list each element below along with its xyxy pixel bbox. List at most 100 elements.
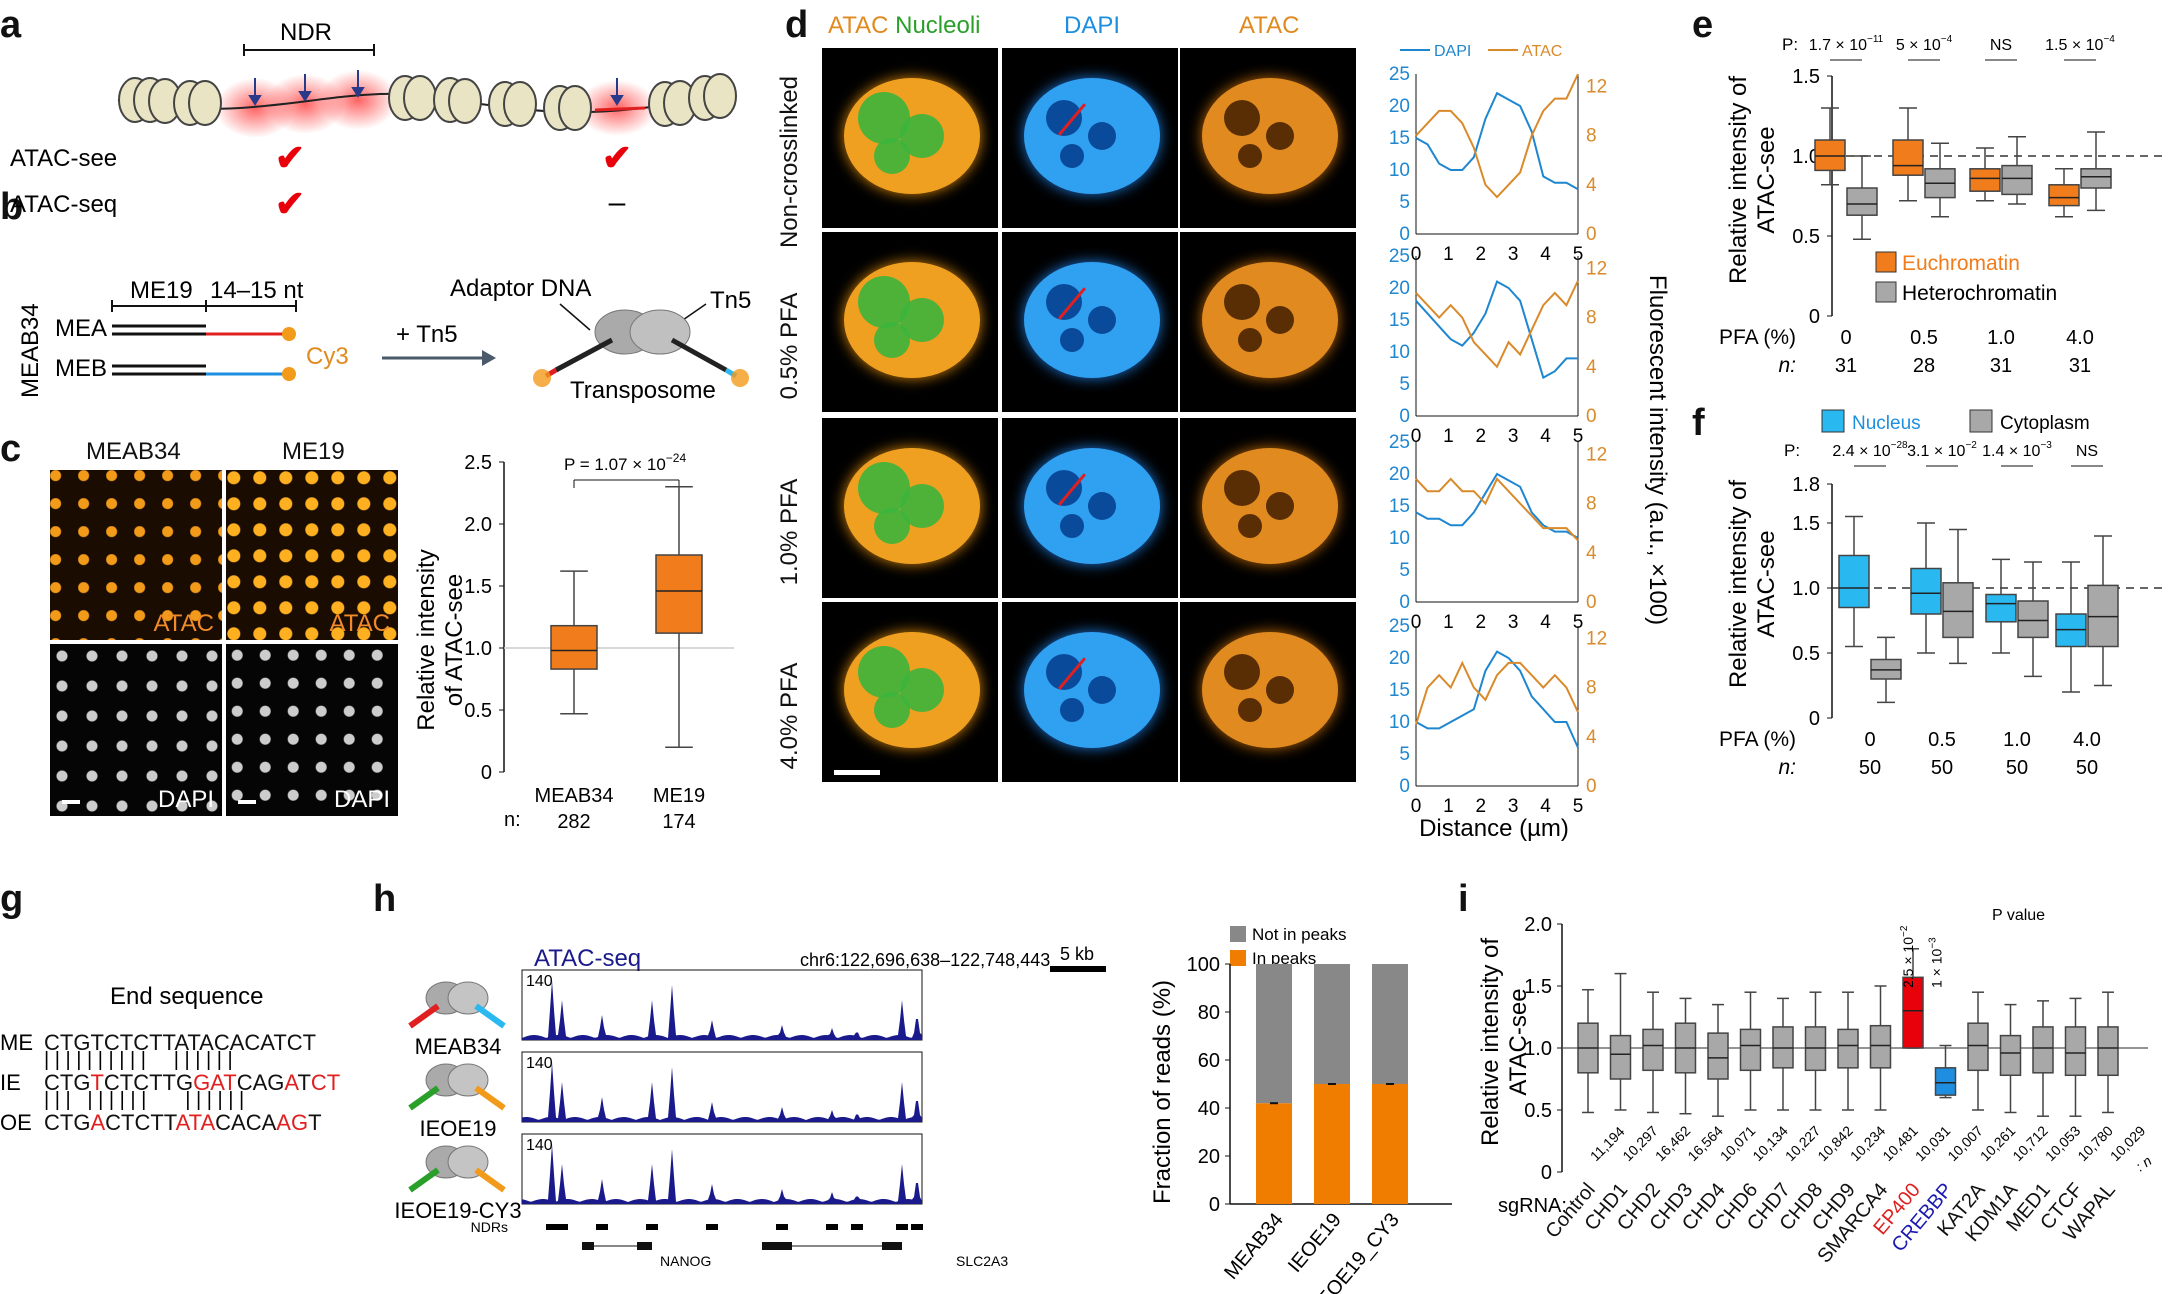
i-box-chd7 bbox=[1772, 997, 1794, 1111]
ndr-label: NDR bbox=[280, 19, 332, 46]
d-atac-series bbox=[1415, 73, 1579, 199]
panel-label-a: a bbox=[0, 4, 22, 46]
d-x-tick: 1 bbox=[1443, 612, 1454, 633]
f-p-prefix: P: bbox=[1784, 441, 1800, 460]
g-sequence: CTGTCTCTTATACACATCT bbox=[44, 1030, 316, 1055]
h-track-signal bbox=[522, 980, 922, 1040]
i-ytick-label: 0 bbox=[1541, 1162, 1552, 1184]
g-bars-2: | | | | | | | | | | | | | | | bbox=[44, 1089, 244, 1111]
e-box-heterochromatin bbox=[1846, 155, 1878, 240]
panel-label-c: c bbox=[0, 428, 22, 470]
f-box-nucleus bbox=[1910, 522, 1942, 654]
c-ytick-label: 0 bbox=[481, 762, 492, 784]
d-left-tick: 5 bbox=[1399, 374, 1410, 395]
d-xlabel: Distance (µm) bbox=[1419, 815, 1569, 842]
e-box-euchromatin bbox=[2048, 168, 2080, 218]
h-bar-ytick-label: 80 bbox=[1198, 1002, 1220, 1024]
h-bar-category: IEOE19 bbox=[1284, 1209, 1346, 1277]
c-xtick-label: MEAB34 bbox=[535, 785, 614, 807]
d-left-tick: 10 bbox=[1389, 342, 1410, 363]
h-transposome-icon bbox=[408, 981, 506, 1029]
e-xtick-label: 1.0 bbox=[1987, 327, 2015, 349]
d-left-tick: 0 bbox=[1399, 224, 1410, 245]
h-exon bbox=[637, 1242, 652, 1250]
e-xtick-label: 0.5 bbox=[1910, 327, 1938, 349]
i-n-value: 10,071 bbox=[1717, 1122, 1759, 1164]
e-legend: Euchromatin Heterochromatin bbox=[1875, 251, 2057, 305]
d-x-tick: 4 bbox=[1540, 612, 1551, 633]
h-bar-not-in-peaks bbox=[1314, 964, 1350, 1084]
d-left-tick: 10 bbox=[1389, 528, 1410, 549]
i-n-value: 10,842 bbox=[1814, 1122, 1856, 1164]
h-ndr-mark bbox=[546, 1224, 558, 1230]
e-pvalue: NS bbox=[1990, 37, 2012, 54]
legend-heterochromatin: Heterochromatin bbox=[1902, 282, 2057, 305]
d-left-tick: 0 bbox=[1399, 776, 1410, 797]
c-ylabel-2: of ATAC-see bbox=[441, 574, 468, 707]
c-box-me19 bbox=[655, 486, 703, 748]
d-x-tick: 0 bbox=[1411, 796, 1422, 817]
d-right-tick: 0 bbox=[1586, 776, 1597, 797]
d-left-tick: 5 bbox=[1399, 560, 1410, 581]
f-n-value: 50 bbox=[1931, 757, 1953, 779]
i-n-value: 11,194 bbox=[1587, 1123, 1628, 1164]
d-right-tick: 0 bbox=[1586, 592, 1597, 613]
d-ylabel-right: Fluorescent intensity (a.u., ×100) bbox=[1644, 275, 1670, 625]
d-right-tick: 12 bbox=[1586, 444, 1607, 465]
e-box-euchromatin bbox=[1892, 107, 1924, 202]
nucleosomes bbox=[118, 73, 737, 131]
i-pvalue-label: P value bbox=[1992, 907, 2045, 924]
d-right-tick: 0 bbox=[1586, 224, 1597, 245]
h-bar-not-in-peaks bbox=[1256, 964, 1292, 1104]
d-right-tick: 8 bbox=[1586, 678, 1597, 699]
cy3-label: Cy3 bbox=[306, 343, 349, 370]
c-n-value: 174 bbox=[662, 811, 695, 833]
e-n-value: 28 bbox=[1913, 355, 1935, 377]
d-left-tick: 20 bbox=[1389, 96, 1410, 117]
d-x-tick: 0 bbox=[1411, 612, 1422, 633]
e-ytick-label: 1.5 bbox=[1792, 66, 1820, 88]
d-atac-series bbox=[1415, 660, 1579, 725]
f-pvalue: NS bbox=[2076, 443, 2098, 460]
tn5-label: Tn5 bbox=[710, 287, 751, 314]
d-x-tick: 5 bbox=[1573, 244, 1584, 265]
f-box-nucleus bbox=[2055, 561, 2087, 693]
f-ylabel-2: ATAC-see bbox=[1753, 530, 1780, 637]
d-left-tick: 15 bbox=[1389, 128, 1410, 149]
g-title: End sequence bbox=[110, 983, 263, 1010]
d-right-tick: 4 bbox=[1586, 543, 1597, 564]
i-box-chd1 bbox=[1609, 972, 1632, 1111]
e-p-prefix: P: bbox=[1782, 35, 1798, 54]
f-ytick-label: 0.5 bbox=[1792, 643, 1820, 665]
legend-cytoplasm: Cytoplasm bbox=[2000, 413, 2090, 434]
d-left-tick: 25 bbox=[1389, 246, 1410, 267]
d-scale-bar bbox=[834, 770, 880, 775]
h-ndr-mark bbox=[896, 1224, 908, 1230]
d-left-tick: 20 bbox=[1389, 648, 1410, 669]
d-right-tick: 0 bbox=[1586, 406, 1597, 427]
mea-label: MEA bbox=[55, 315, 107, 342]
d-left-tick: 20 bbox=[1389, 464, 1410, 485]
d-row-label: Non-crosslinked bbox=[776, 75, 803, 249]
panel-i-boxplot: Relative intensity of ATAC-see P value s… bbox=[1477, 907, 2155, 1267]
d-x-tick: 2 bbox=[1476, 426, 1487, 447]
c-xtick-label: ME19 bbox=[653, 785, 705, 807]
e-ytick-label: 1.0 bbox=[1792, 146, 1820, 168]
h-transposome-icon bbox=[408, 1145, 506, 1193]
col-me19-label: ME19 bbox=[282, 438, 345, 465]
d-row-label: 4.0% PFA bbox=[776, 662, 803, 770]
h-track-signal bbox=[522, 1144, 922, 1204]
c-pvalue: P = 1.07 × 10−24 bbox=[564, 451, 686, 474]
panel-label-f: f bbox=[1692, 402, 1705, 444]
h-ndr-mark bbox=[776, 1224, 788, 1230]
panel-label-b: b bbox=[0, 186, 24, 228]
h-exon bbox=[582, 1242, 594, 1250]
legend-dapi: DAPI bbox=[1434, 43, 1471, 60]
i-box-kdm1a bbox=[1999, 1003, 2022, 1114]
i-box-chd6 bbox=[1739, 991, 1762, 1111]
h-bar-in-peaks bbox=[1314, 1084, 1350, 1204]
h-track-frame bbox=[521, 969, 923, 1041]
h-sample-label: MEAB34 bbox=[415, 1034, 502, 1059]
check-icon: ✔ bbox=[275, 137, 305, 178]
